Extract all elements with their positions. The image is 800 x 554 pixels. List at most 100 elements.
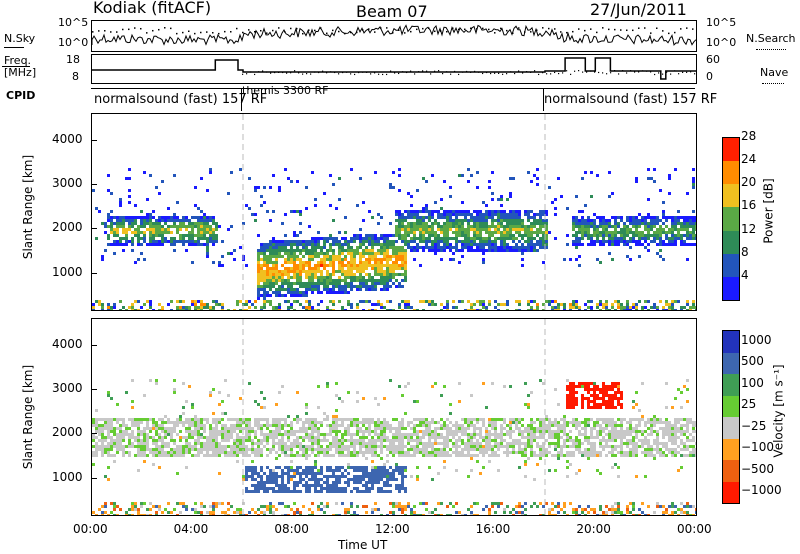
velocity-cell (347, 463, 350, 466)
power-cell (203, 231, 206, 234)
power-cell (608, 252, 611, 255)
velocity-cell (512, 445, 515, 448)
velocity-cell (218, 445, 221, 448)
power-cell (581, 225, 584, 228)
velocity-cell (332, 472, 335, 475)
power-cell (359, 264, 362, 267)
velocity-cell (227, 439, 230, 442)
power-cell (170, 300, 173, 303)
power-cell (161, 309, 164, 310)
power-cell (272, 174, 275, 177)
power-heatmap (92, 114, 696, 310)
velocity-cell (419, 442, 422, 445)
velocity-cell (209, 505, 212, 508)
nsearch-point (416, 28, 418, 31)
velocity-cell (122, 451, 125, 454)
velocity-cell (392, 475, 395, 478)
velocity-cell (500, 436, 503, 439)
velocity-cell (170, 436, 173, 439)
power-colorbar (722, 137, 740, 301)
velocity-cell (203, 505, 206, 508)
power-cell (272, 210, 275, 213)
power-cell (317, 276, 320, 279)
power-cell (599, 240, 602, 243)
power-cell (251, 303, 254, 306)
power-cell (194, 222, 197, 225)
velocity-cell (101, 505, 104, 508)
velocity-cell (344, 508, 347, 511)
power-cell (320, 261, 323, 264)
velocity-cell (161, 418, 164, 421)
velocity-cell (275, 427, 278, 430)
velocity-cell (278, 487, 281, 490)
power-cell (167, 303, 170, 306)
velocity-cell (143, 439, 146, 442)
power-cell (296, 291, 299, 294)
nave-point (446, 71, 448, 73)
power-cell (494, 237, 497, 240)
power-cell (533, 237, 536, 240)
velocity-cell (185, 505, 188, 508)
velocity-cell (197, 451, 200, 454)
velocity-cell (323, 475, 326, 478)
power-cell (611, 258, 614, 261)
power-cell (296, 246, 299, 249)
velocity-cell (182, 406, 185, 409)
power-cell (605, 240, 608, 243)
power-cell (311, 306, 314, 309)
power-cell (203, 222, 206, 225)
power-cell (656, 252, 659, 255)
power-cell (344, 258, 347, 261)
power-cell (503, 303, 506, 306)
power-cell (257, 279, 260, 282)
power-cell (317, 231, 320, 234)
power-cell (200, 222, 203, 225)
power-cell (344, 237, 347, 240)
nsearch-point (680, 28, 682, 30)
power-cell (293, 234, 296, 237)
power-cell (320, 270, 323, 273)
power-cell (287, 309, 290, 310)
power-cell (371, 267, 374, 270)
power-cell (164, 228, 167, 231)
power-panel (91, 113, 697, 311)
velocity-cell (512, 508, 515, 511)
velocity-cell (110, 397, 113, 400)
velocity-cell (377, 478, 380, 481)
power-cell (614, 228, 617, 231)
velocity-cell (512, 451, 515, 454)
power-cell (674, 237, 677, 240)
power-cell (359, 258, 362, 261)
nave-point (498, 72, 500, 74)
power-cell (626, 216, 629, 219)
power-cell (332, 279, 335, 282)
power-cell (305, 207, 308, 210)
velocity-cell (284, 472, 287, 475)
velocity-cell (341, 448, 344, 451)
velocity-cell (374, 508, 377, 511)
velocity-cell (260, 442, 263, 445)
power-cell (575, 219, 578, 222)
power-cell (167, 219, 170, 222)
power-cell (461, 234, 464, 237)
velocity-cell (140, 448, 143, 451)
power-cell (125, 231, 128, 234)
velocity-cell (212, 412, 215, 415)
velocity-cell (284, 451, 287, 454)
power-cell (377, 279, 380, 282)
power-cell (104, 231, 107, 234)
velocity-cell (383, 475, 386, 478)
velocity-cell (491, 505, 494, 508)
nsearch-point (362, 29, 364, 31)
velocity-cell (182, 445, 185, 448)
power-cell (338, 291, 341, 294)
power-cell (362, 264, 365, 267)
power-cell (344, 282, 347, 285)
power-cell (296, 282, 299, 285)
power-cell (116, 228, 119, 231)
power-cell (206, 231, 209, 234)
power-cell (422, 240, 425, 243)
velocity-cell (347, 424, 350, 427)
velocity-cell (359, 430, 362, 433)
nave-point (274, 71, 276, 74)
